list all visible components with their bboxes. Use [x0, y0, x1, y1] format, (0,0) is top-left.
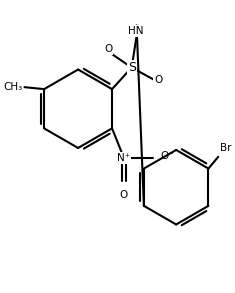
Text: CH₃: CH₃ [3, 82, 23, 92]
Text: Br: Br [220, 143, 232, 153]
Text: O: O [104, 44, 112, 54]
Text: O: O [120, 190, 128, 200]
Text: O: O [154, 75, 162, 85]
Text: N⁺: N⁺ [117, 153, 130, 163]
Text: HN: HN [128, 26, 143, 36]
Text: S: S [128, 61, 136, 74]
Text: O⁻: O⁻ [160, 151, 174, 161]
